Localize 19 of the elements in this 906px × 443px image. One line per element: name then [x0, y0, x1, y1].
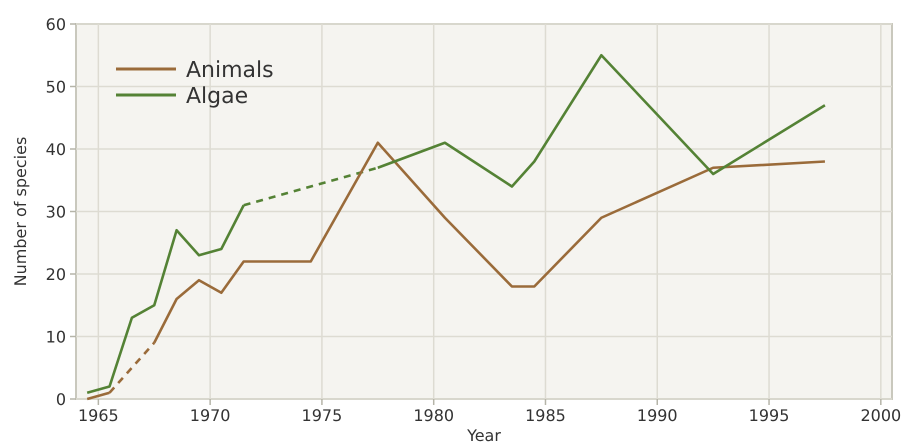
- y-tick-label: 60: [46, 15, 66, 34]
- y-tick-label: 20: [46, 265, 66, 284]
- y-tick-label: 30: [46, 202, 66, 222]
- x-tick-label: 1970: [190, 406, 230, 425]
- y-tick-label: 0: [56, 390, 66, 409]
- x-tick-label: 1965: [78, 406, 119, 425]
- y-tick-label: 50: [46, 78, 66, 96]
- legend-label: Algae: [186, 84, 248, 109]
- legend-label: Animals: [186, 58, 274, 83]
- y-axis-title: Number of species: [11, 136, 30, 286]
- x-tick-label: 1980: [413, 406, 454, 425]
- x-tick-label: 1995: [748, 406, 790, 425]
- y-tick-label: 40: [46, 140, 66, 159]
- x-tick-label: 2000: [860, 406, 902, 425]
- y-tick-label: 10: [46, 328, 66, 346]
- x-axis-title: Year: [466, 426, 502, 443]
- x-tick-label: 1990: [636, 406, 678, 425]
- x-tick-label: 1985: [525, 406, 566, 425]
- x-tick-label: 1975: [302, 406, 342, 425]
